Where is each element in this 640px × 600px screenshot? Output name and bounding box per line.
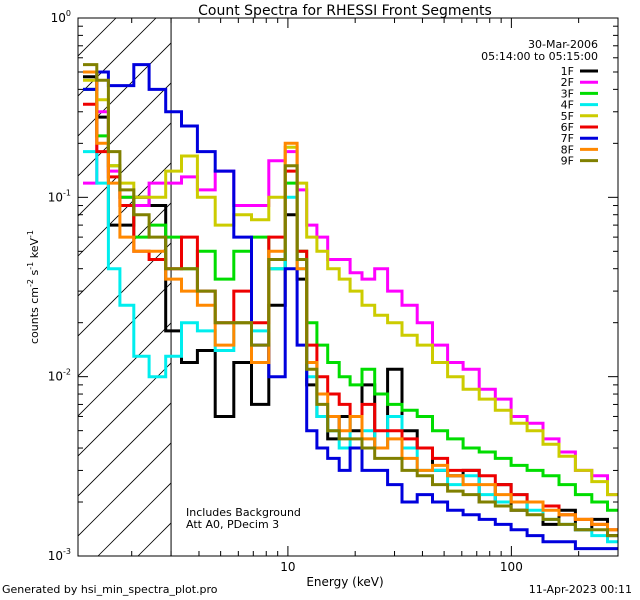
x-tick-label: 100 — [500, 560, 523, 574]
series-1F — [83, 75, 618, 538]
y-tick-label: 10-1 — [48, 188, 71, 204]
footer-timestamp: 11-Apr-2023 00:11 — [528, 583, 632, 596]
legend-label-1F: 1F — [561, 65, 574, 78]
legend-label-6F: 6F — [561, 121, 574, 134]
x-tick-label: 10 — [280, 560, 295, 574]
x-axis-label: Energy (keV) — [306, 575, 383, 589]
series-layer — [83, 63, 618, 551]
hatch-line — [78, 362, 172, 457]
axis-ticks: 10 100 10-3 10-2 10-1 100 — [48, 9, 619, 574]
y-axis-label: counts cm-2 s-1 keV-1 — [26, 230, 41, 344]
hatch-line — [0, 0, 118, 556]
legend-label-4F: 4F — [561, 99, 574, 112]
shaded-region — [0, 0, 640, 556]
hatch-line — [78, 18, 117, 57]
hatch-line — [78, 402, 172, 497]
y-tick-label: 10-2 — [48, 368, 71, 384]
legend-label-8F: 8F — [561, 143, 574, 156]
legend-date: 30-Mar-2006 — [528, 38, 598, 51]
series-6F — [83, 102, 618, 532]
y-tick-label: 10-3 — [48, 547, 71, 563]
legend-label-5F: 5F — [561, 110, 574, 123]
legend-label-9F: 9F — [561, 155, 574, 168]
chart-title: Count Spectra for RHESSI Front Segments — [198, 3, 492, 19]
hatch-line — [78, 242, 172, 337]
hatch-line — [78, 322, 172, 417]
series-8F — [83, 70, 618, 532]
hatch-line — [78, 18, 157, 97]
y-tick-label: 100 — [51, 9, 71, 25]
series-9F — [83, 63, 618, 538]
series-3F — [83, 87, 618, 512]
legend-label-7F: 7F — [561, 132, 574, 145]
footer-generated-by: Generated by hsi_min_spectra_plot.pro — [2, 583, 218, 596]
annotation-attenuator: Att A0, PDecim 3 — [186, 518, 279, 531]
hatch-line — [78, 42, 172, 137]
hatch-line — [78, 162, 172, 257]
hatch-line — [78, 202, 172, 297]
hatch-line — [78, 442, 172, 537]
series-2F — [83, 110, 618, 497]
legend-time-range: 05:14:00 to 05:15:00 — [481, 50, 598, 63]
legend-label-3F: 3F — [561, 87, 574, 100]
annotation-background: Includes Background — [186, 506, 301, 519]
plot-frame — [77, 17, 619, 557]
series-7F — [83, 63, 618, 551]
series-5F — [83, 78, 618, 497]
hatch-line — [218, 0, 640, 556]
legend-label-2F: 2F — [561, 76, 574, 89]
